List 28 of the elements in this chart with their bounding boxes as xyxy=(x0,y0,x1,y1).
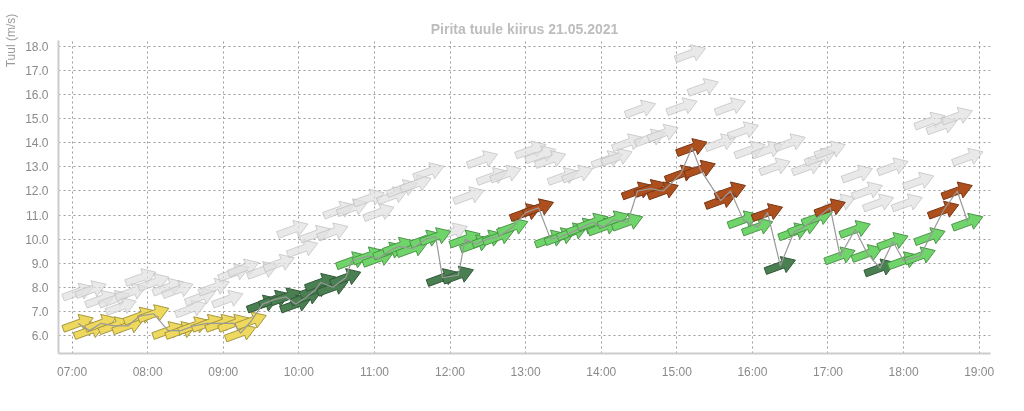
x-tick-label: 12:00 xyxy=(435,364,466,379)
y-tick-label: 18.0 xyxy=(25,40,49,55)
y-tick-label: 12.0 xyxy=(25,184,49,199)
x-tick-label: 18:00 xyxy=(888,364,919,379)
x-tick-label: 15:00 xyxy=(661,364,693,379)
x-tick-label: 07:00 xyxy=(57,364,88,379)
x-tick-label: 14:00 xyxy=(586,364,617,379)
y-tick-label: 15.0 xyxy=(25,112,49,127)
y-axis-title: Tuul (m/s) xyxy=(4,13,19,68)
x-tick-label: 17:00 xyxy=(812,364,844,379)
y-tick-label: 13.0 xyxy=(25,160,49,175)
y-tick-label: 6.0 xyxy=(31,328,49,343)
x-tick-label: 08:00 xyxy=(132,364,164,379)
x-tick-label: 09:00 xyxy=(208,364,239,379)
y-tick-label: 16.0 xyxy=(25,88,49,103)
chart-title: Pirita tuule kiirus 21.05.2021 xyxy=(430,20,619,37)
y-tick-label: 17.0 xyxy=(25,64,49,79)
y-tick-label: 11.0 xyxy=(26,208,49,223)
x-tick-label: 11:00 xyxy=(359,364,390,379)
x-tick-label: 19:00 xyxy=(964,364,995,379)
y-tick-label: 9.0 xyxy=(31,256,49,271)
y-tick-label: 7.0 xyxy=(31,304,49,319)
y-tick-label: 14.0 xyxy=(25,136,49,151)
y-tick-label: 8.0 xyxy=(31,280,49,295)
y-tick-label: 10.0 xyxy=(25,232,49,247)
x-tick-label: 16:00 xyxy=(737,364,768,379)
x-tick-label: 13:00 xyxy=(510,364,541,379)
x-tick-label: 10:00 xyxy=(283,364,315,379)
